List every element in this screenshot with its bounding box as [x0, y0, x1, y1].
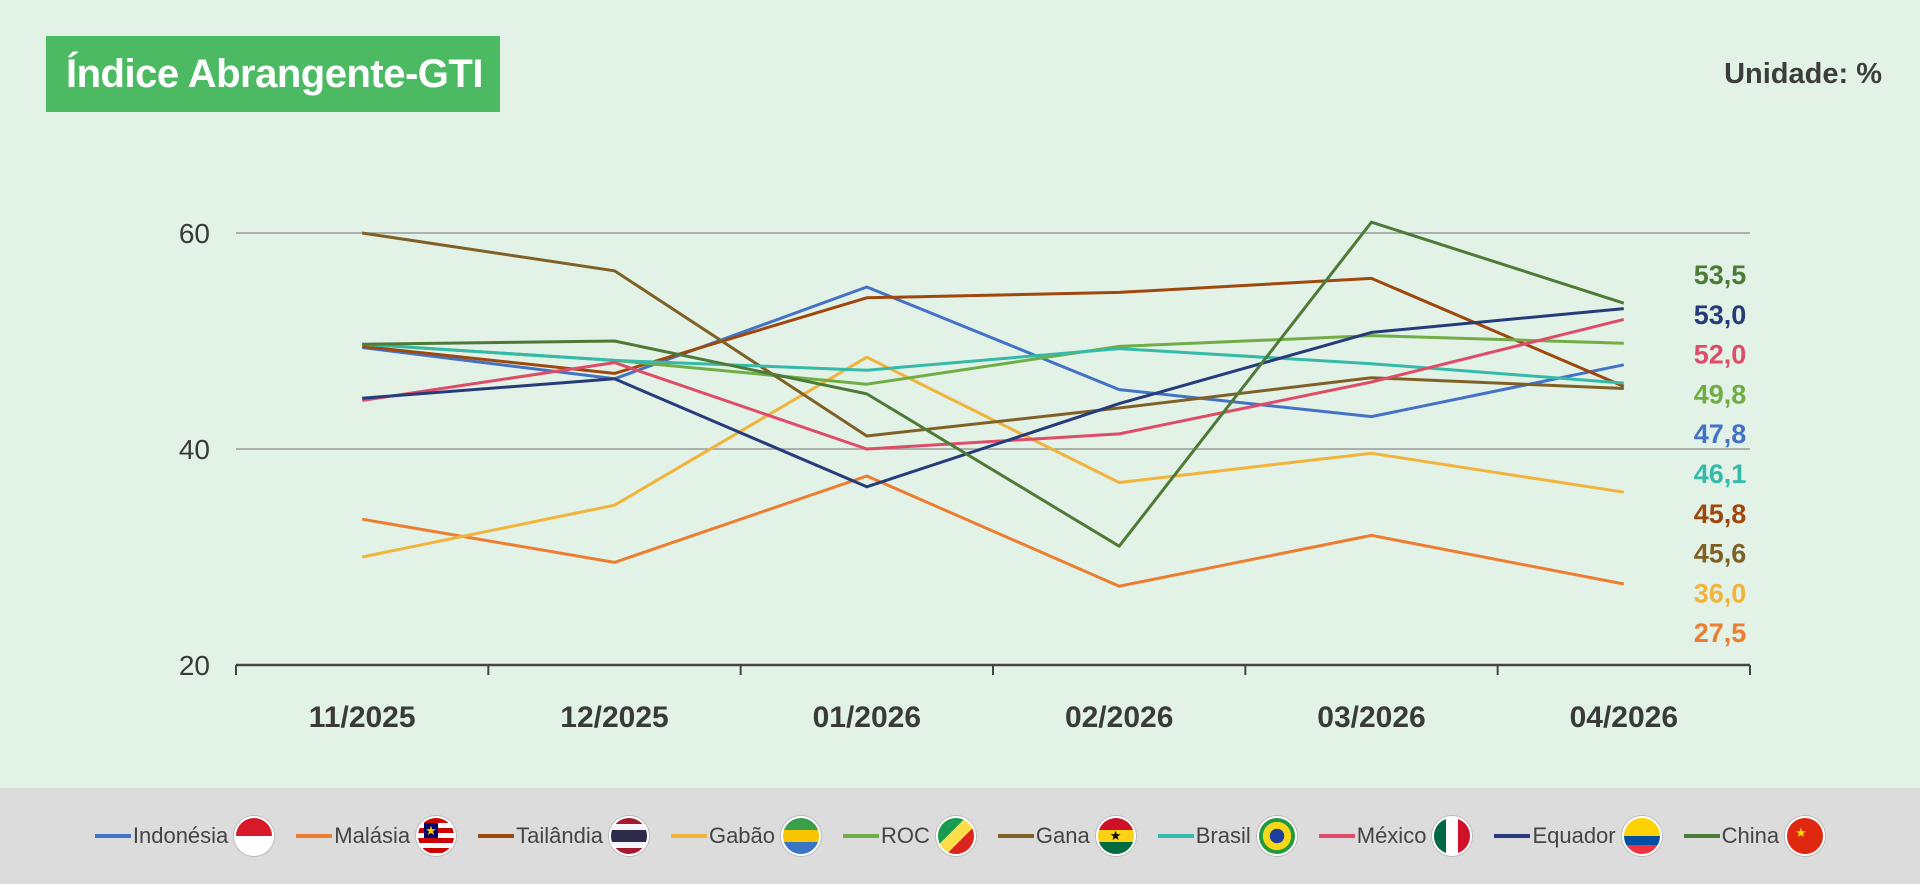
- legend-label: Malásia: [334, 823, 411, 848]
- legend-label: Equador: [1532, 823, 1616, 848]
- x-tick-label: 12/2025: [560, 701, 668, 734]
- legend-line-swatch: [1683, 834, 1720, 838]
- x-tick-label: 04/2026: [1570, 701, 1678, 734]
- legend-label: Brasil: [1195, 823, 1251, 848]
- malaysia-flag-icon: ★: [416, 816, 457, 856]
- series-line-Brasil: [362, 342, 1624, 385]
- end-value-label: 45,8: [1694, 499, 1747, 529]
- flag-star-icon: ★: [1795, 825, 1807, 840]
- legend-item: Malásia ★: [296, 816, 457, 856]
- end-value-label: 49,8: [1694, 379, 1747, 409]
- series-line-Equador: [362, 307, 1624, 489]
- legend-item: China ★: [1683, 816, 1826, 856]
- legend-label: Tailândia: [516, 823, 603, 848]
- thailand-flag-icon: [608, 816, 649, 856]
- chart-title: Índice Abrangente-GTI: [66, 51, 483, 96]
- legend-label: China: [1721, 823, 1780, 848]
- legend-line-swatch: [1318, 834, 1355, 838]
- legend-line-swatch: [94, 834, 131, 838]
- x-tick-label: 02/2026: [1065, 701, 1173, 734]
- mexico-flag-icon: [1432, 816, 1473, 856]
- legend-label: México: [1356, 823, 1427, 848]
- end-value-label: 27,5: [1694, 618, 1747, 648]
- end-value-label: 52,0: [1694, 340, 1747, 370]
- end-value-label: 53,5: [1694, 260, 1747, 290]
- series-line-China: [362, 220, 1625, 548]
- end-value-label: 45,6: [1694, 539, 1747, 569]
- china-flag-icon: ★: [1785, 816, 1826, 856]
- chart-legend: Indonésia Malásia ★ Tailândia Gabão ROC Gana ★ B…: [0, 788, 1920, 884]
- ghana-flag-icon: ★: [1095, 816, 1136, 856]
- legend-item: Tailândia: [478, 816, 649, 856]
- title-badge: Índice Abrangente-GTI: [46, 36, 500, 112]
- series-line-México: [361, 317, 1625, 451]
- flag-star-icon: ★: [1109, 828, 1122, 843]
- series-line-Gabão: [361, 355, 1625, 559]
- flag-star-icon: ★: [424, 823, 438, 838]
- series-line-Malásia: [361, 474, 1625, 588]
- line-chart: 20 40 60 11/2025 12/2025 01/2026 02/2026 03/202…: [179, 218, 1751, 734]
- legend-label: Gabão: [708, 823, 776, 848]
- end-value-label: 53,0: [1694, 300, 1747, 330]
- legend-item: Gabão: [670, 816, 822, 856]
- legend-item: Gana ★: [997, 816, 1136, 856]
- gabon-flag-icon: [781, 816, 822, 856]
- legend-item: Indonésia: [94, 816, 275, 856]
- roc-flag-icon: [935, 816, 976, 856]
- brazil-flag-icon: [1256, 816, 1297, 856]
- series-line-Indonésia: [362, 285, 1625, 419]
- ecuador-flag-icon: [1621, 816, 1662, 856]
- series-line-Gana: [361, 231, 1624, 438]
- legend-label: Gana: [1035, 823, 1090, 848]
- legend-line-swatch: [296, 834, 333, 838]
- end-value-label: 36,0: [1694, 578, 1747, 608]
- end-value-label: 47,8: [1694, 419, 1747, 449]
- y-tick-label: 40: [179, 434, 210, 465]
- legend-item: Equador: [1494, 816, 1662, 856]
- legend-line-swatch: [670, 834, 707, 838]
- legend-band: Indonésia Malásia ★ Tailândia Gabão ROC Gana ★ B…: [0, 788, 1920, 884]
- legend-line-swatch: [997, 834, 1034, 838]
- end-value-label: 46,1: [1694, 459, 1747, 489]
- legend-line-swatch: [843, 834, 880, 838]
- y-tick-label: 20: [179, 650, 210, 681]
- indonesia-flag-icon: [234, 816, 275, 856]
- legend-line-swatch: [478, 834, 515, 838]
- legend-item: ROC: [843, 816, 976, 856]
- x-tick-label: 01/2026: [813, 701, 921, 734]
- x-tick-label: 11/2025: [309, 701, 416, 734]
- x-tick-label: 03/2026: [1317, 701, 1425, 734]
- legend-item: Brasil: [1157, 816, 1297, 856]
- unit-label: Unidade: %: [1724, 58, 1882, 90]
- legend-line-swatch: [1157, 834, 1194, 838]
- legend-label: ROC: [881, 823, 930, 848]
- legend-line-swatch: [1494, 834, 1531, 838]
- y-tick-label: 60: [179, 218, 210, 249]
- legend-label: Indonésia: [132, 823, 229, 848]
- legend-item: México: [1318, 816, 1473, 856]
